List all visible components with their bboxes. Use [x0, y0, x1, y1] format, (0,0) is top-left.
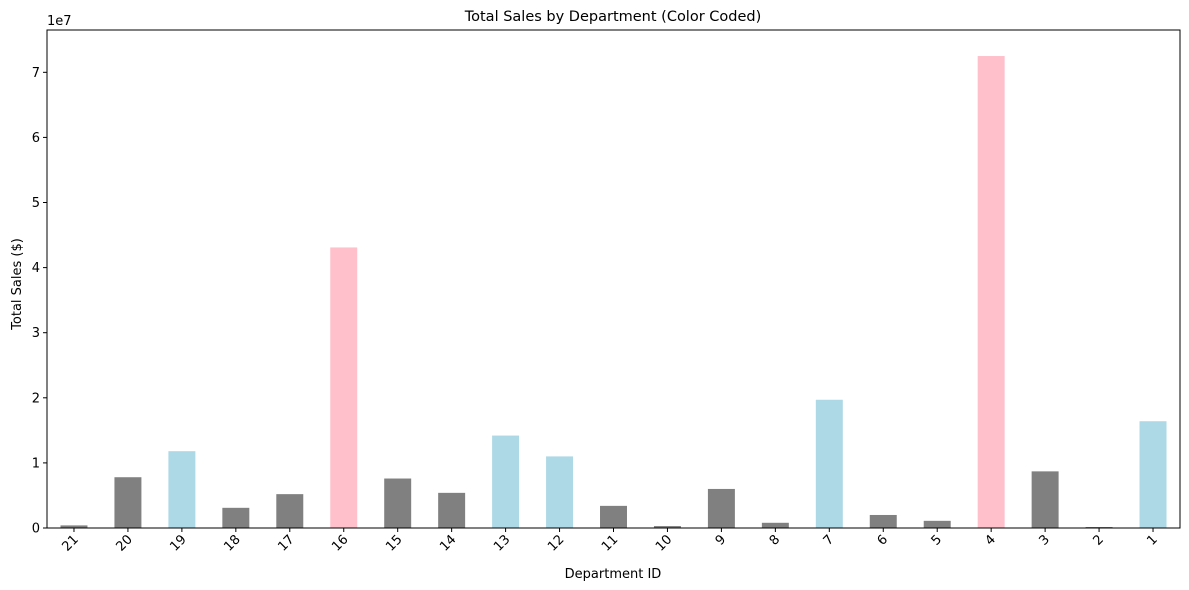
- bar-dept-1: [1139, 421, 1167, 528]
- x-tick-label: 21: [59, 532, 81, 554]
- x-tick-label: 14: [437, 532, 459, 554]
- bar-dept-11: [600, 505, 627, 528]
- y-tick-label: 5: [32, 196, 40, 211]
- bar-dept-14: [438, 492, 466, 528]
- bar-dept-16: [330, 247, 358, 529]
- bar-dept-17: [276, 494, 304, 528]
- bar-dept-19: [168, 451, 196, 528]
- bars-group: [60, 56, 1167, 529]
- x-ticks-group: 21 20 19 18 17 16 15 14 13 12 11 10 9 8 7 6 5 4 3 2 1: [59, 528, 1161, 555]
- y-tick-label: 1: [32, 456, 40, 471]
- bar-dept-21: [60, 525, 88, 528]
- x-tick-label: 13: [491, 532, 513, 554]
- chart-title: Total Sales by Department (Color Coded): [464, 9, 762, 25]
- bar-dept-13: [492, 435, 520, 528]
- y-offset-label: 1e7: [47, 14, 72, 29]
- y-tick-label: 0: [32, 522, 40, 537]
- bar-dept-15: [384, 478, 412, 528]
- x-tick-label: 19: [167, 532, 189, 554]
- x-tick-label: 6: [875, 532, 891, 548]
- y-tick-label: 7: [32, 66, 40, 81]
- x-tick-label: 16: [329, 532, 351, 554]
- bar-dept-20: [114, 477, 142, 528]
- bar-dept-12: [546, 456, 574, 528]
- x-tick-label: 11: [599, 532, 621, 554]
- x-tick-label: 18: [221, 532, 243, 554]
- x-tick-label: 10: [653, 532, 675, 554]
- x-tick-label: 4: [983, 532, 999, 548]
- y-tick-label: 3: [32, 326, 40, 341]
- x-tick-label: 20: [113, 532, 135, 554]
- y-tick-label: 2: [32, 391, 40, 406]
- x-tick-label: 9: [713, 532, 729, 548]
- bar-dept-18: [222, 507, 250, 528]
- y-tick-label: 4: [32, 261, 40, 276]
- bar-dept-4: [977, 56, 1005, 528]
- bar-dept-10: [653, 526, 681, 528]
- x-tick-label: 5: [929, 532, 945, 548]
- plot-frame: [46, 29, 1181, 529]
- bar-dept-3: [1031, 471, 1059, 528]
- x-axis-label: Department ID: [565, 567, 662, 582]
- x-tick-label: 17: [275, 532, 297, 554]
- bar-dept-7: [815, 399, 843, 528]
- bar-dept-6: [869, 514, 897, 528]
- x-tick-label: 2: [1090, 532, 1106, 548]
- y-axis-label: Total Sales ($): [10, 238, 25, 331]
- bar-dept-8: [761, 522, 789, 528]
- y-ticks-group: 0 1 2 3 4 5 6 7: [32, 66, 47, 537]
- bar-dept-9: [707, 488, 735, 528]
- x-tick-label: 8: [767, 532, 783, 548]
- x-tick-label: 3: [1036, 532, 1052, 548]
- x-tick-label: 7: [821, 532, 837, 548]
- bar-dept-5: [923, 520, 951, 528]
- x-tick-label: 1: [1144, 532, 1160, 548]
- x-tick-label: 12: [545, 532, 567, 554]
- y-tick-label: 6: [32, 131, 40, 146]
- x-tick-label: 15: [383, 532, 405, 554]
